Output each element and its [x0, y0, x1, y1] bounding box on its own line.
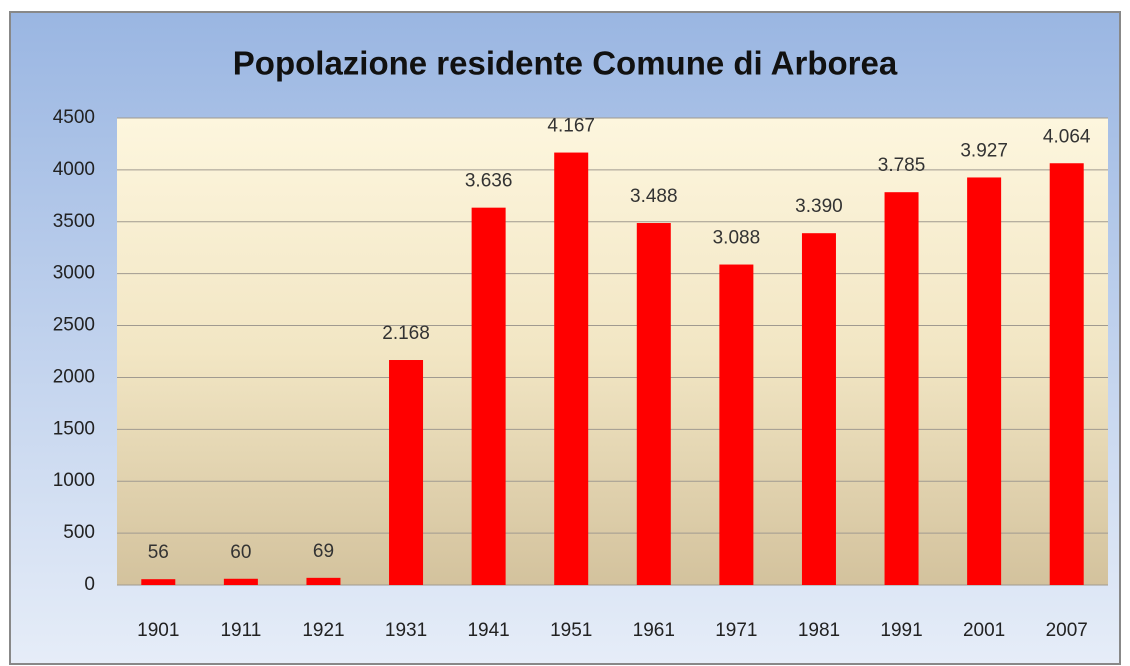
value-label: 2.168 [382, 323, 430, 344]
chart-title: Popolazione residente Comune di Arborea [233, 45, 898, 82]
value-label: 3.488 [630, 186, 678, 207]
bar [719, 264, 754, 585]
y-tick-label: 1500 [53, 418, 95, 439]
bar [141, 579, 176, 585]
x-tick-label: 2001 [963, 620, 1005, 641]
value-label: 56 [148, 542, 169, 563]
bar [389, 360, 424, 585]
y-tick-label: 2500 [53, 315, 95, 336]
bar [223, 578, 258, 585]
value-label: 69 [313, 541, 334, 562]
value-label: 3.088 [713, 228, 761, 249]
x-tick-label: 1951 [550, 620, 592, 641]
y-tick-label: 3000 [53, 263, 95, 284]
bar [801, 233, 836, 585]
x-tick-label: 1961 [633, 620, 675, 641]
x-tick-label: 1921 [302, 620, 344, 641]
value-label: 3.785 [878, 155, 926, 176]
x-tick-label: 2007 [1046, 620, 1088, 641]
bar [554, 152, 589, 586]
bar [884, 192, 919, 585]
value-label: 4.167 [547, 116, 595, 137]
value-label: 3.636 [465, 171, 513, 192]
y-tick-label: 4500 [53, 107, 95, 128]
plot-area [117, 118, 1108, 585]
bar [967, 177, 1002, 585]
bar [471, 207, 506, 585]
value-label: 4.064 [1043, 126, 1091, 147]
value-label: 3.390 [795, 196, 843, 217]
value-label: 3.927 [960, 140, 1008, 161]
x-tick-label: 1931 [385, 620, 427, 641]
x-tick-label: 1981 [798, 620, 840, 641]
y-tick-label: 4000 [53, 159, 95, 180]
y-tick-label: 3500 [53, 211, 95, 232]
x-tick-label: 1901 [137, 620, 179, 641]
y-tick-label: 0 [84, 574, 95, 595]
x-tick-label: 1971 [715, 620, 757, 641]
x-tick-label: 1991 [880, 620, 922, 641]
bar [306, 577, 341, 585]
value-label: 60 [230, 542, 251, 563]
bar [1049, 163, 1084, 585]
x-tick-label: 1911 [220, 620, 261, 641]
y-tick-label: 2000 [53, 366, 95, 387]
bar [636, 223, 671, 585]
y-tick-label: 500 [63, 522, 95, 543]
y-tick-label: 1000 [53, 470, 95, 491]
x-tick-label: 1941 [467, 620, 509, 641]
